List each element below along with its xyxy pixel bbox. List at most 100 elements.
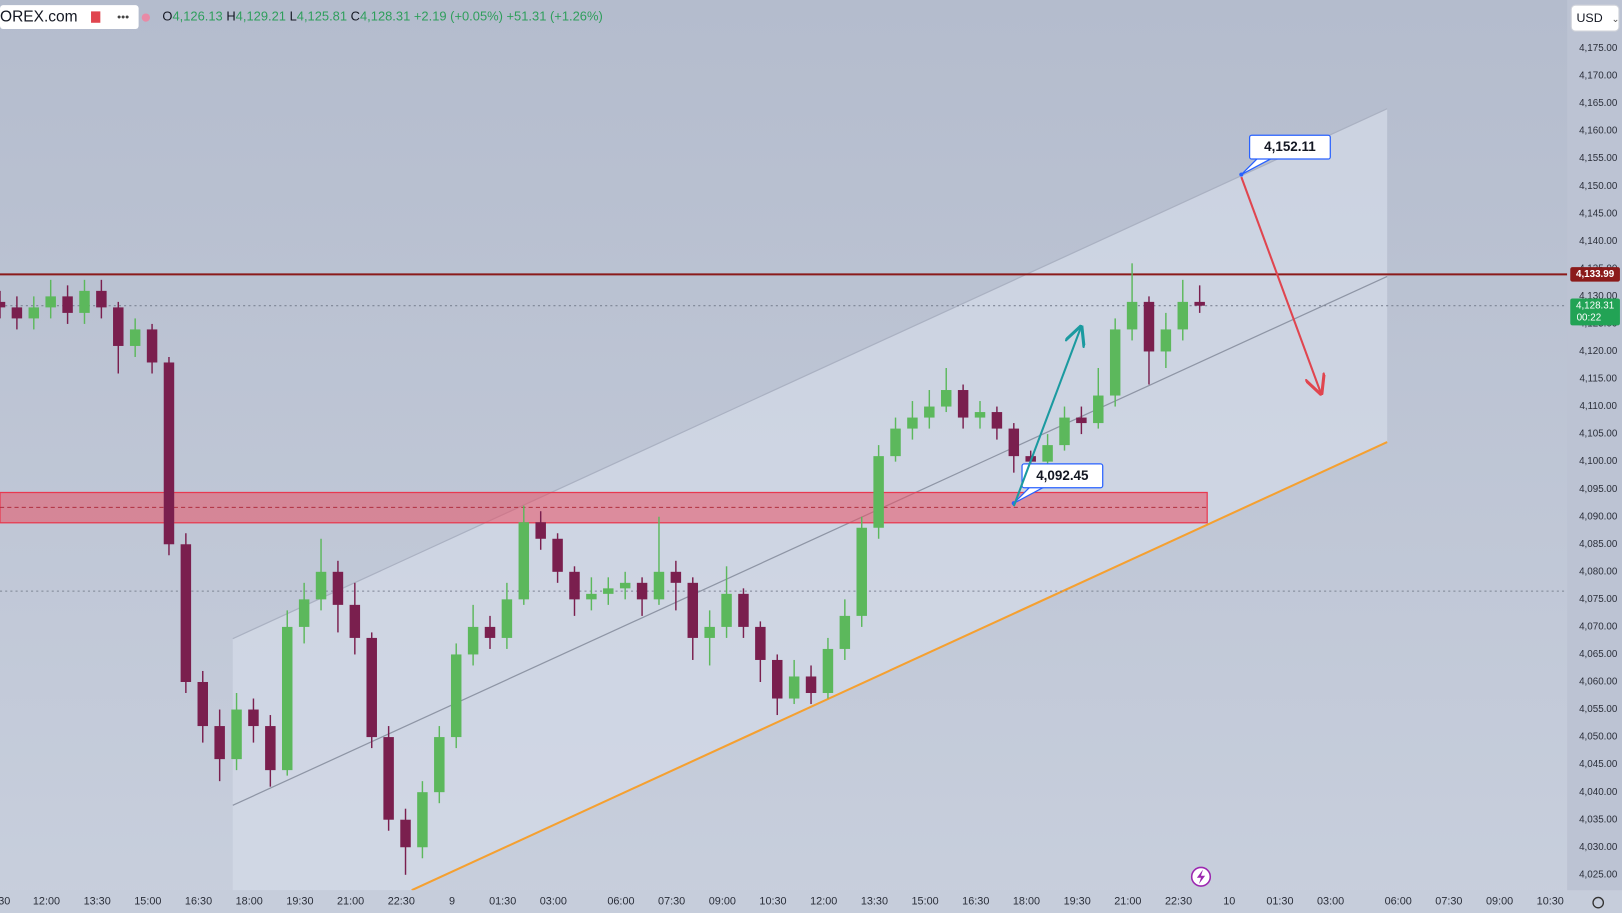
y-tick-label: 4,090.00 — [1579, 511, 1618, 522]
candle-body — [163, 362, 175, 545]
candle-body — [1177, 301, 1189, 330]
candle-body — [450, 654, 462, 738]
candle-body — [670, 571, 682, 583]
last-price-label: 4,128.31 — [1576, 300, 1614, 311]
x-tick-label: 18:00 — [1013, 895, 1040, 907]
ohlc-readout: O4,126.13 H4,129.21 L4,125.81 C4,128.31 … — [162, 9, 602, 24]
candle-body — [298, 599, 310, 627]
y-tick-label: 4,100.00 — [1579, 456, 1618, 467]
y-tick-label: 4,055.00 — [1579, 704, 1618, 715]
x-tick-label: 15:00 — [912, 895, 939, 907]
time-axis — [0, 890, 1622, 913]
candle-body — [366, 637, 377, 738]
readout-key: C — [351, 9, 360, 24]
candle-body — [772, 659, 783, 699]
level-price-label: 4,133.99 — [1576, 269, 1615, 280]
candle-body — [62, 296, 73, 313]
candle-body — [96, 290, 107, 308]
candle-body — [484, 626, 496, 638]
level-price-tag — [1570, 267, 1620, 282]
y-tick-label: 4,075.00 — [1579, 594, 1618, 605]
candle-body — [822, 648, 834, 694]
x-tick-label: 21:00 — [1114, 895, 1141, 907]
candle-body — [1008, 428, 1020, 457]
x-tick-label: 19:30 — [1064, 895, 1091, 907]
x-tick-label: 21:00 — [337, 895, 364, 907]
x-tick-label: 09:00 — [1486, 895, 1513, 907]
candle-body — [248, 709, 259, 727]
x-tick-label: 30 — [0, 895, 10, 907]
symbol-box[interactable] — [0, 5, 139, 29]
readout-key: L — [290, 9, 297, 24]
x-tick-label: 13:30 — [861, 895, 888, 907]
y-tick-label: 4,035.00 — [1579, 814, 1618, 825]
x-tick-label: 01:30 — [489, 895, 516, 907]
x-tick-label: 16:30 — [185, 895, 212, 907]
candle-body — [535, 522, 546, 539]
candle-body — [704, 626, 715, 638]
candle-body — [619, 582, 631, 589]
candle-body — [315, 571, 327, 600]
callout-label: 4,152.11 — [1264, 139, 1316, 154]
candle-body — [1059, 417, 1070, 446]
candle-body — [45, 296, 56, 308]
more-button[interactable]: ••• — [117, 12, 129, 24]
readout-change: +2.19 (+0.05%) — [414, 9, 503, 24]
y-tick-label: 4,040.00 — [1579, 787, 1618, 798]
currency-selector[interactable] — [1570, 4, 1620, 32]
candle-body — [603, 588, 614, 594]
y-tick-label: 4,080.00 — [1579, 566, 1618, 577]
last-price-tag — [1570, 298, 1620, 326]
candle-body — [11, 307, 23, 319]
y-tick-label: 4,140.00 — [1579, 236, 1618, 247]
x-tick-label: 01:30 — [1266, 895, 1293, 907]
candle-body — [28, 307, 40, 319]
candle-body — [636, 582, 648, 600]
x-tick-label: 06:00 — [1385, 895, 1412, 907]
settings-icon[interactable] — [1592, 896, 1605, 909]
x-tick-label: 09:00 — [709, 895, 736, 907]
candle-body — [417, 792, 428, 848]
x-tick-label: 10:30 — [1537, 895, 1564, 907]
readout-value: 4,129.21 — [236, 9, 286, 24]
candle-body — [214, 726, 225, 760]
candle-body — [1076, 417, 1087, 424]
candle-body — [0, 301, 6, 308]
candle-body — [569, 571, 580, 600]
candle-body — [957, 390, 969, 418]
candle-body — [1126, 301, 1138, 330]
candle-body — [805, 676, 817, 694]
x-tick-label: 18:00 — [236, 895, 263, 907]
x-tick-label: 15:00 — [134, 895, 161, 907]
channel-upper — [232, 108, 1388, 640]
symbol: OREX.com — [0, 9, 78, 26]
projection-arrow-down — [1240, 176, 1321, 393]
y-tick-label: 4,065.00 — [1579, 649, 1618, 660]
readout-key: H — [226, 9, 235, 24]
candle-body — [687, 582, 699, 638]
candle-body — [856, 527, 867, 616]
candle-body — [721, 593, 732, 627]
candle-body — [113, 307, 124, 346]
callout-box — [1021, 463, 1104, 489]
callout-label: 4,092.45 — [1036, 468, 1089, 483]
y-tick-label: 4,115.00 — [1579, 374, 1617, 385]
candle-body — [1194, 301, 1205, 306]
y-tick-label: 4,050.00 — [1579, 732, 1618, 743]
candle-body — [991, 412, 1003, 429]
candle-body — [1109, 329, 1121, 396]
x-tick-label: 10:30 — [759, 895, 786, 907]
candle-body — [974, 412, 986, 418]
candle-body — [586, 593, 597, 600]
candle-body — [940, 390, 952, 407]
readout-key: O — [162, 9, 172, 24]
candle-body — [197, 681, 208, 727]
candle-body — [265, 726, 276, 771]
projection-arrow-up — [1012, 327, 1081, 507]
y-tick-label: 4,085.00 — [1579, 539, 1618, 550]
candle-body — [400, 819, 411, 848]
flag-icon[interactable] — [91, 11, 101, 23]
y-tick-label: 4,045.00 — [1579, 759, 1618, 770]
